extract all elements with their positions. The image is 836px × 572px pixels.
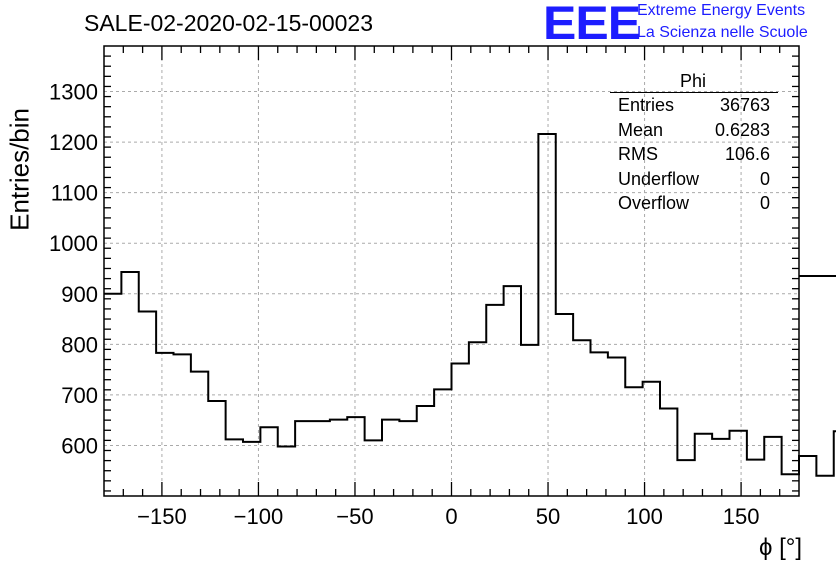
y-tick-label: 1000 <box>49 231 98 256</box>
x-tick-label: −100 <box>234 504 284 529</box>
histogram-line <box>104 132 836 477</box>
logo-line-2: La Scienza nelle Scuole <box>637 24 808 41</box>
stats-label: Underflow <box>618 168 700 189</box>
stats-row-overflow: Overflow 0 <box>608 191 778 216</box>
y-tick-label: 800 <box>61 332 98 357</box>
stats-row-underflow: Underflow 0 <box>608 167 778 192</box>
x-tick-label: −50 <box>336 504 373 529</box>
stats-row-entries: Entries 36763 <box>608 93 778 118</box>
y-tick-label: 900 <box>61 282 98 307</box>
y-axis-label: Entries/bin <box>4 108 35 231</box>
y-tick-label: 1300 <box>49 80 98 105</box>
y-tick-label: 600 <box>61 433 98 458</box>
tick-labels: −150 −100 −50 0 50 100 150 600 700 800 900 1000 1100… <box>49 80 759 529</box>
x-tick-label: 50 <box>536 504 560 529</box>
stats-label: Overflow <box>618 193 690 213</box>
chart-title: SALE-02-2020-02-15-00023 <box>84 10 373 36</box>
stats-value: 0 <box>759 193 770 213</box>
y-tick-label: 700 <box>61 383 98 408</box>
axis-ticks <box>104 46 799 496</box>
grid-lines <box>104 46 799 496</box>
logo-line-1: Extreme Energy Events <box>637 2 806 19</box>
stats-label: Entries <box>618 95 675 115</box>
stats-box: Phi Entries 36763 Mean 0.6283 RMS 106.6 … <box>608 70 778 216</box>
stats-label: Mean <box>618 119 664 140</box>
stats-value: 106.6 <box>724 144 770 164</box>
stats-title: Phi <box>679 71 706 91</box>
stats-row-rms: RMS 106.6 <box>608 142 778 167</box>
y-tick-label: 1200 <box>49 130 98 155</box>
stats-value: 0 <box>759 168 770 189</box>
stats-value: 0.6283 <box>714 119 770 140</box>
stats-label: RMS <box>618 144 658 164</box>
x-tick-label: 150 <box>723 504 760 529</box>
eee-logo: EEE <box>543 0 641 50</box>
stats-row-mean: Mean 0.6283 <box>608 118 778 143</box>
stats-value: 36763 <box>719 95 770 115</box>
x-tick-label: 100 <box>626 504 663 529</box>
x-tick-label: −150 <box>137 504 187 529</box>
x-tick-label: 0 <box>445 504 457 529</box>
x-axis-label: ϕ [°] <box>758 534 802 561</box>
y-tick-label: 1100 <box>51 181 98 206</box>
stats-divider <box>610 92 778 93</box>
